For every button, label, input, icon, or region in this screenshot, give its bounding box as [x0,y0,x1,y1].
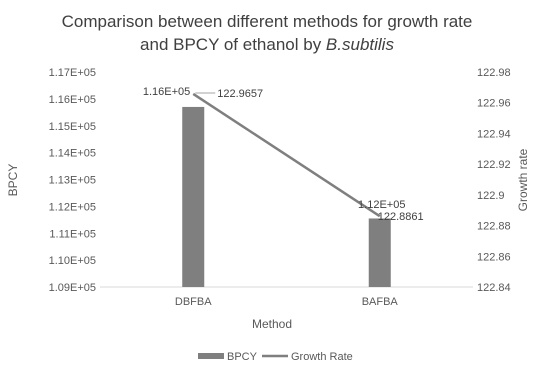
y-axis-title: BPCY [6,164,20,197]
y-tick-label: 1.10E+05 [49,255,96,267]
y2-tick-label: 122.84 [477,282,511,294]
legend-label-growth-rate: Growth Rate [291,351,353,363]
y2-tick-label: 122.92 [477,159,511,171]
data-label-growth-rate: 122.9657 [217,88,263,100]
line-growth-rate [192,92,381,218]
chart-title-line-2: and BPCY of ethanol by B.subtilis [140,35,394,54]
y-tick-label: 1.12E+05 [49,201,96,213]
y2-tick-label: 122.98 [477,67,511,79]
y-tick-label: 1.09E+05 [49,282,96,294]
chart-title-line-1: Comparison between different methods for… [62,12,473,31]
y-tick-label: 1.15E+05 [49,121,96,133]
bar-bpcy [368,218,391,287]
y2-axis-title: Growth rate [516,148,530,211]
y-tick-label: 1.14E+05 [49,148,96,160]
plot-area: 1.09E+05 1.10E+05 1.11E+05 1.12E+05 1.13E+05… [49,67,511,308]
x-tick-label: DBFBA [175,296,212,308]
y2-tick-label: 122.94 [477,128,511,140]
data-label-bpcy: 1.16E+05 [143,86,190,98]
x-tick-label: BAFBA [362,296,399,308]
y-tick-label: 1.13E+05 [49,175,96,187]
chart-title-line-2-prefix: and BPCY of ethanol by [140,35,326,54]
data-label-bpcy: 1.12E+05 [358,199,405,211]
bar-bpcy [182,106,205,287]
y-tick-label: 1.17E+05 [49,67,96,79]
x-axis-title: Method [252,317,292,331]
y-tick-label: 1.11E+05 [49,228,96,240]
chart-title-organism: B.subtilis [326,35,395,54]
y-tick-label: 1.16E+05 [49,94,96,106]
y2-tick-label: 122.9 [477,190,505,202]
legend-swatch-bpcy [198,353,224,359]
y2-tick-label: 122.96 [477,98,511,110]
legend-label-bpcy: BPCY [227,351,258,363]
data-label-growth-rate: 122.8861 [378,211,424,223]
legend: BPCY Growth Rate [198,351,353,363]
y2-tick-label: 122.88 [477,221,511,233]
y2-tick-label: 122.86 [477,251,511,263]
